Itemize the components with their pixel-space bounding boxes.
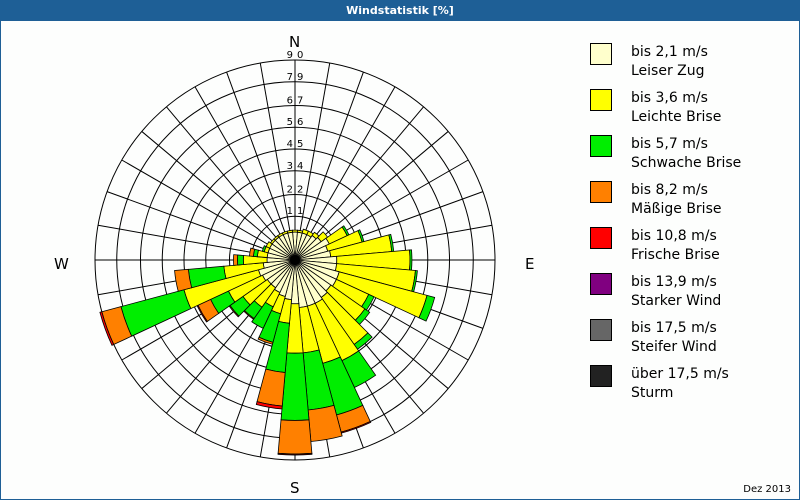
svg-text:2: 2	[297, 184, 303, 195]
wind-sector-segment	[257, 336, 274, 345]
svg-text:5: 5	[287, 117, 293, 128]
legend-swatch	[590, 135, 612, 157]
legend-range: über 17,5 m/s	[631, 366, 729, 382]
legend-range: bis 17,5 m/s	[631, 320, 717, 336]
svg-text:3: 3	[287, 161, 293, 172]
svg-text:5: 5	[297, 139, 303, 150]
legend-label: Steifer Wind	[631, 339, 717, 355]
legend-swatch	[590, 273, 612, 295]
legend-swatch	[590, 319, 612, 341]
wind-sector-segment	[277, 419, 313, 455]
svg-text:1: 1	[287, 206, 293, 217]
legend-swatch	[590, 365, 612, 387]
wind-sector-segment	[99, 311, 115, 346]
wind-sector-segment	[409, 249, 413, 271]
wind-sector-segment	[255, 401, 283, 410]
legend-range: bis 13,9 m/s	[631, 274, 717, 290]
legend-label: Frische Brise	[631, 247, 720, 263]
svg-text:9: 9	[297, 72, 303, 83]
compass-north: N	[289, 33, 301, 51]
wind-sector-segment	[236, 254, 244, 266]
wind-sector-segment	[261, 245, 267, 253]
legend-range: bis 5,7 m/s	[631, 136, 708, 152]
wind-sector-segment	[291, 229, 299, 233]
wind-sector-segment	[120, 289, 192, 337]
legend-label: Starker Wind	[631, 293, 722, 309]
svg-text:0: 0	[297, 50, 303, 61]
compass-south: S	[290, 479, 300, 497]
compass-east: E	[525, 255, 535, 273]
period-label: Dez 2013	[743, 484, 791, 495]
wind-rose-chart: 1 12 23 44 55 66 77 99 0	[94, 50, 496, 461]
wind-sector-segment	[418, 294, 436, 322]
svg-text:6: 6	[297, 117, 303, 128]
legend-range: bis 3,6 m/s	[631, 90, 708, 106]
wind-sector-segment	[286, 229, 293, 234]
legend-label: Mäßige Brise	[631, 201, 722, 217]
legend-swatch	[590, 43, 612, 65]
svg-text:9: 9	[287, 50, 293, 61]
wind-sector-segment	[174, 268, 193, 292]
chart-title: Windstatistik [%]	[1, 1, 799, 21]
legend-swatch	[590, 89, 612, 111]
svg-text:6: 6	[287, 95, 293, 106]
wind-sector-segment	[251, 301, 274, 329]
compass-west: W	[54, 255, 69, 273]
legend-range: bis 8,2 m/s	[631, 182, 708, 198]
svg-text:7: 7	[297, 95, 303, 106]
legend-range: bis 2,1 m/s	[631, 44, 708, 60]
legend-label: Leichte Brise	[631, 109, 722, 125]
svg-text:4: 4	[297, 161, 303, 172]
wind-sector-segment	[249, 247, 256, 257]
svg-text:7: 7	[287, 72, 293, 83]
legend-label: Sturm	[631, 385, 674, 401]
legend-range: bis 10,8 m/s	[631, 228, 717, 244]
legend-swatch	[590, 181, 612, 203]
svg-text:2: 2	[287, 184, 293, 195]
svg-text:1: 1	[297, 206, 303, 217]
legend-label: Schwache Brise	[631, 155, 742, 171]
wind-sector-segment	[256, 368, 286, 407]
svg-text:4: 4	[287, 139, 293, 150]
wind-sector-segment	[277, 452, 313, 456]
wind-sector-segment	[233, 254, 239, 266]
legend-swatch	[590, 227, 612, 249]
legend-label: Leiser Zug	[631, 63, 705, 79]
